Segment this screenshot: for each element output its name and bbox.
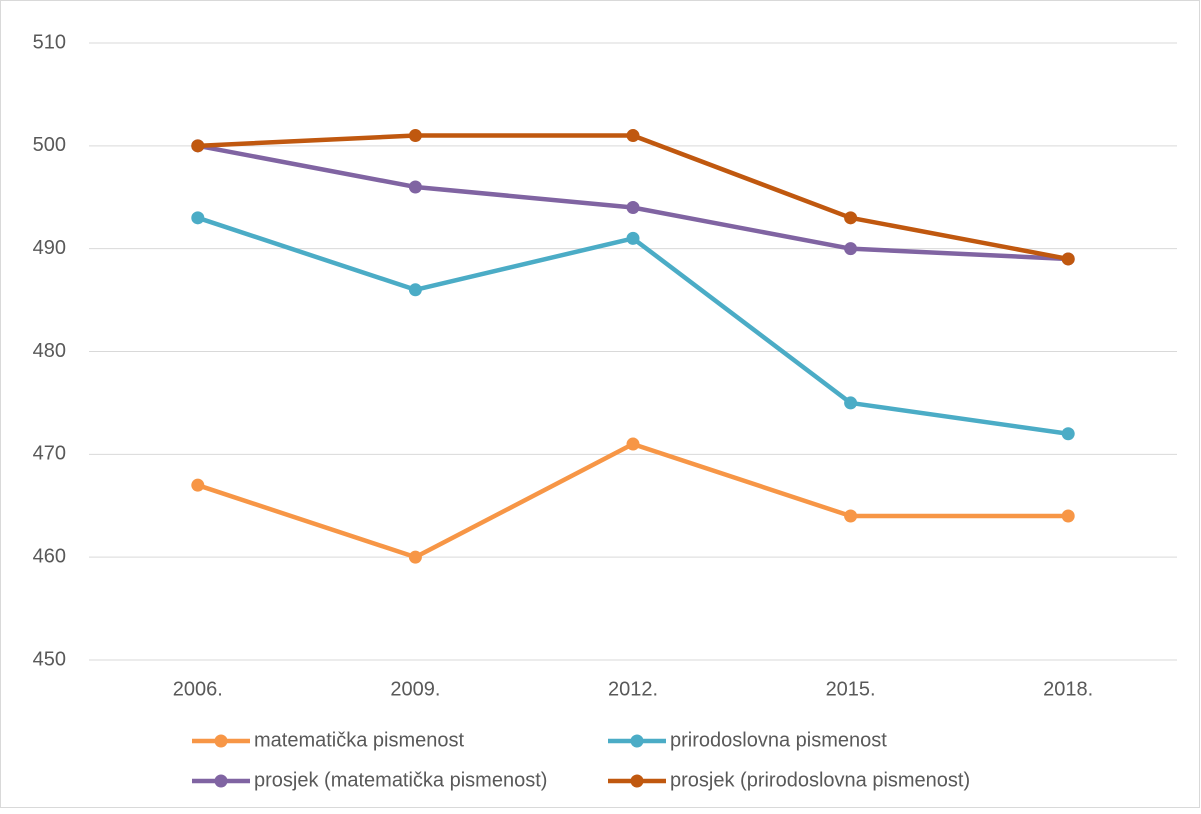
point-marker xyxy=(191,139,205,153)
legend-label: prosjek (prirodoslovna pismenost) xyxy=(670,769,970,791)
point-marker xyxy=(1061,252,1075,266)
x-tick-label: 2015. xyxy=(826,678,876,700)
point-marker xyxy=(191,211,205,225)
point-marker xyxy=(408,283,422,297)
y-tick-label: 490 xyxy=(33,237,66,259)
point-marker xyxy=(1061,509,1075,523)
point-marker xyxy=(408,129,422,143)
legend-label: prirodoslovna pismenost xyxy=(670,729,887,751)
legend-marker xyxy=(630,734,644,748)
point-marker xyxy=(844,509,858,523)
y-tick-label: 450 xyxy=(33,648,66,670)
point-marker xyxy=(626,231,640,245)
legend-label: matematička pismenost xyxy=(254,729,465,751)
point-marker xyxy=(191,478,205,492)
x-tick-label: 2006. xyxy=(173,678,223,700)
point-marker xyxy=(844,242,858,256)
legend-marker xyxy=(214,734,228,748)
y-tick-label: 500 xyxy=(33,134,66,156)
point-marker xyxy=(844,396,858,410)
legend-label: prosjek (matematička pismenost) xyxy=(254,769,547,791)
point-marker xyxy=(844,211,858,225)
point-marker xyxy=(626,437,640,451)
y-tick-label: 470 xyxy=(33,443,66,465)
point-marker xyxy=(408,180,422,194)
y-tick-label: 510 xyxy=(33,31,66,53)
x-tick-label: 2009. xyxy=(390,678,440,700)
point-marker xyxy=(408,550,422,564)
legend-marker xyxy=(214,774,228,788)
y-tick-label: 480 xyxy=(33,340,66,362)
x-tick-label: 2018. xyxy=(1043,678,1093,700)
y-tick-label: 460 xyxy=(33,545,66,567)
legend-marker xyxy=(630,774,644,788)
x-tick-label: 2012. xyxy=(608,678,658,700)
point-marker xyxy=(626,129,640,143)
point-marker xyxy=(1061,427,1075,441)
point-marker xyxy=(626,201,640,215)
